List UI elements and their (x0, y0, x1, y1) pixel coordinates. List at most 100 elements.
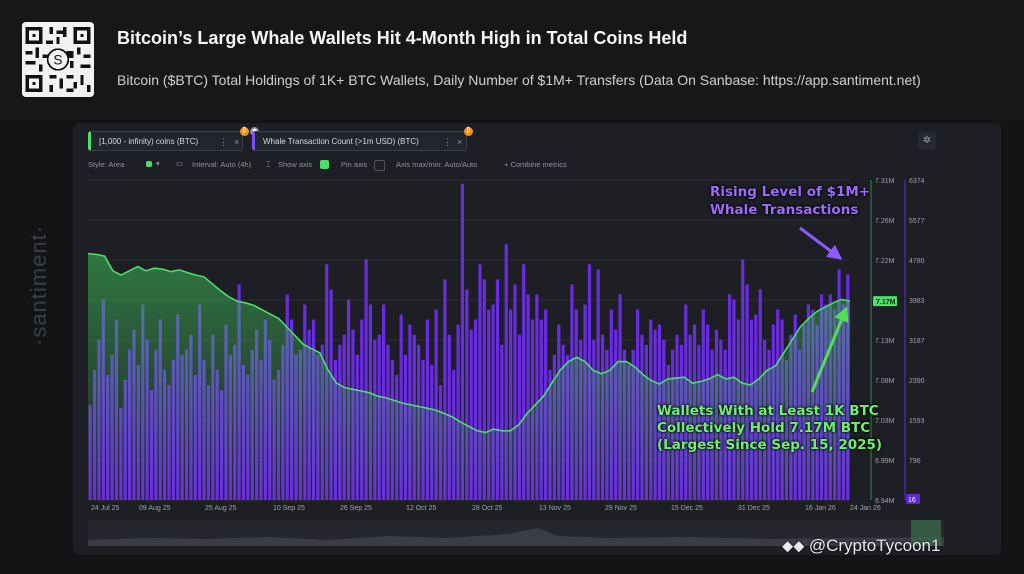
navigator-handle[interactable] (911, 520, 941, 546)
x-tick-label: 10 Sep 25 (273, 505, 305, 512)
y-left-tick-label: 7.13M (875, 338, 895, 345)
show-axis-label: Show axis (278, 160, 313, 169)
axis-maxmin-selector[interactable]: Axis max/min: Auto/Auto (396, 160, 478, 169)
brand-handle: @CryptoTycoon1 (808, 536, 941, 555)
y-right-tick-label: 3983 (909, 298, 925, 305)
y-right-tick-label: 5577 (909, 218, 925, 225)
y-left-tick-label: 7.03M (875, 418, 895, 425)
more-options-icon[interactable]: ⋮ (219, 137, 228, 147)
show-axis-checkbox[interactable] (320, 160, 329, 169)
close-icon[interactable]: × (234, 137, 240, 147)
bar (364, 259, 368, 500)
bar (460, 183, 465, 501)
current-value-label: 7.17M (876, 299, 896, 306)
x-tick-label: 24 Jul 25 (91, 505, 120, 512)
color-swatch[interactable] (146, 161, 152, 167)
legend-metric-whale-tx[interactable]: Whale Transaction Count (>1m USD) (BTC) … (252, 131, 467, 151)
pin-axis-checkbox[interactable] (374, 160, 385, 171)
x-tick-label: 16 Jan 26 (805, 505, 836, 512)
interval-selector[interactable]: Interval: Auto (4h) (192, 160, 252, 169)
qr-code: S (22, 22, 94, 97)
area-line (87, 252, 851, 434)
y-axis-right: 6374 5577 4780 3983 3187 2390 1593 796 16 (904, 178, 925, 504)
bar (487, 309, 491, 500)
bar (473, 319, 478, 500)
y-right-tick-label: 3187 (909, 338, 925, 345)
bitcoin-badge-icon: ₿ (240, 127, 249, 136)
bar (504, 244, 508, 500)
close-icon[interactable]: × (457, 137, 463, 147)
bar (495, 279, 500, 500)
navigator-sparkline (88, 528, 944, 546)
x-tick-label: 15 Dec 25 (671, 505, 703, 512)
bar (491, 304, 495, 500)
bar (434, 309, 438, 500)
bar (741, 259, 745, 500)
y-left-tick-label: 6.99M (875, 458, 895, 465)
bar (522, 264, 526, 500)
header: S Bitcoin’s Large Whale Wallets Hit 4-Mo… (0, 0, 1024, 120)
svg-text:S: S (53, 53, 62, 68)
bar (517, 334, 521, 500)
holdings-area (87, 252, 851, 500)
legend-metric-holdings-label: [1,000 - infinity) coins (BTC) (99, 137, 199, 146)
time-range-navigator[interactable] (88, 520, 944, 546)
y-right-tick-label: 2390 (909, 378, 925, 385)
x-tick-label: 26 Sep 25 (340, 505, 372, 512)
x-axis: 24 Jul 25 09 Aug 25 25 Aug 25 10 Sep 25 26 S… (91, 505, 881, 512)
y-right-tick-label: 1593 (909, 418, 925, 425)
x-tick-label: 12 Oct 25 (406, 505, 436, 512)
santiment-watermark: ·santiment· (26, 224, 51, 346)
bar (465, 289, 469, 500)
x-tick-label: 09 Aug 25 (139, 505, 171, 512)
bar (509, 309, 513, 500)
y-right-tick-label: 796 (909, 458, 921, 465)
bar (535, 294, 539, 500)
annotation-line: Rising Level of $1M+ (710, 184, 871, 200)
settings-icon[interactable]: ✲ (918, 132, 936, 150)
page-subtitle: Bitcoin ($BTC) Total Holdings of 1K+ BTC… (117, 72, 921, 88)
candles-icon: ⌶ (266, 160, 271, 169)
bar (500, 344, 504, 500)
arrow-to-area (810, 306, 849, 393)
y-left-tick-label: 7.08M (875, 378, 895, 385)
arrow-to-bars (799, 226, 843, 260)
bar (469, 329, 473, 500)
annotation-wallet-holdings: Wallets With at Least 1K BTC Collectivel… (657, 403, 882, 454)
annotation-line: (Largest Since Sep. 15, 2025) (657, 437, 883, 453)
legend-metric-whale-tx-label: Whale Transaction Count (>1m USD) (BTC) (263, 137, 419, 146)
page-title: Bitcoin’s Large Whale Wallets Hit 4-Mont… (117, 28, 688, 48)
bar (513, 284, 517, 500)
current-value-badge (906, 494, 920, 504)
annotation-whale-transactions: Rising Level of $1M+ Whale Transactions (710, 183, 870, 219)
bar (456, 324, 460, 500)
x-tick-label: 31 Dec 25 (738, 505, 770, 512)
style-selector[interactable]: Style: Area (88, 160, 125, 169)
bar (478, 264, 482, 500)
bitcoin-badge-icon: ₿ (464, 127, 473, 136)
bar (443, 279, 447, 500)
bar (482, 279, 486, 500)
y-right-tick-label: 6374 (909, 178, 925, 185)
x-tick-label: 25 Aug 25 (205, 505, 237, 512)
x-tick-label: 24 Jan 26 (850, 505, 881, 512)
y-axis-left: 7.31M 7.26M 7.22M 7.17M 7.13M 7.08M 7.03M 6.99M… (870, 178, 897, 505)
annotation-line: Wallets With at Least 1K BTC (657, 403, 879, 419)
y-left-tick-label: 7.22M (875, 258, 895, 265)
bar (526, 294, 530, 500)
chevron-down-icon[interactable]: ▾ (156, 159, 160, 168)
y-left-tick-label: 6.94M (875, 498, 895, 505)
brand-logo-icon: ⬥⬥ (782, 538, 809, 555)
more-options-icon[interactable]: ⋮ (443, 137, 452, 147)
y-left-tick-label: 7.31M (875, 178, 895, 185)
x-tick-label: 28 Oct 25 (472, 505, 502, 512)
current-value-badge (873, 296, 897, 307)
legend-metric-holdings[interactable]: [1,000 - infinity) coins (BTC) ⋮ × (88, 131, 243, 151)
area-fill (88, 253, 850, 500)
interval-icon: ▭ (176, 159, 184, 168)
combine-metrics-button[interactable]: + Combine metrics (504, 160, 567, 169)
y-right-tick-label: 4780 (909, 258, 925, 265)
x-tick-label: 13 Nov 25 (539, 505, 571, 512)
footer-brand: ⬥⬥ @CryptoTycoon1 (782, 536, 940, 556)
